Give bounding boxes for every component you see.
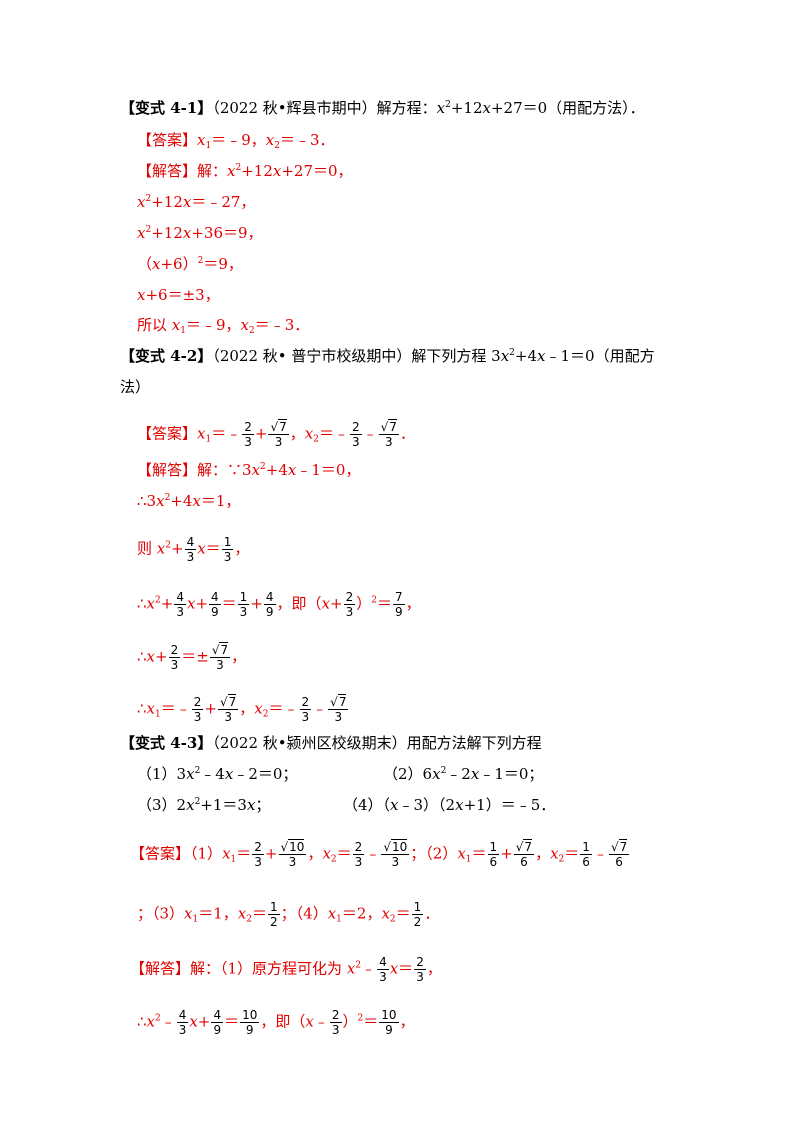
q41-solution-line-5: x+6＝±3， bbox=[137, 286, 220, 304]
q42-solution-line-5: ∴x+ 2 3 ＝± √7 3， bbox=[137, 642, 247, 672]
q42-tag: 【变式 4-2】 bbox=[120, 347, 213, 365]
q42-answer: 【答案】x1＝﹣ 2 3 + √7 3 ，x2＝﹣ 2 3 ﹣ √7 3 ． bbox=[137, 419, 415, 449]
q42-solution-line-1: 【解答】解：∵3x2+4x﹣1＝0， bbox=[137, 461, 361, 479]
q43-problem-4: （4）（x﹣3）（2x+1）＝﹣5． bbox=[343, 796, 556, 814]
q42-solution-line-2: ∴3x2+4x＝1， bbox=[137, 492, 241, 510]
q43-problem-1: （1）3x2﹣4x﹣2＝0； bbox=[137, 765, 298, 783]
q41-solution-line-1: 【解答】解：x2+12x+27＝0， bbox=[137, 162, 353, 180]
q41-solution-line-6: 所以 x1＝﹣9，x2＝﹣3． bbox=[137, 316, 310, 336]
q41-solution-line-4: （x+6）2＝9， bbox=[137, 255, 243, 273]
q41-heading: 【变式 4-1】（2022 秋•辉县市期中）解方程：x2+12x+27＝0（用配… bbox=[120, 99, 645, 117]
q43-tag: 【变式 4-3】 bbox=[120, 734, 213, 752]
q43-solution-line-1: 【解答】解：（1）原方程可化为 x2﹣ 4 3 x＝ 2 3， bbox=[130, 955, 442, 984]
q42-solution-line-6: ∴x1＝﹣ 2 3 + √7 3 ，x2＝﹣ 2 3 ﹣ √7 3 bbox=[137, 694, 349, 724]
q42-solution-line-4: ∴x2+ 4 3 x+ 4 9 ＝ 1 3 +4 9 ，即（x+ 2 3 ）2＝ 7 9， bbox=[137, 590, 421, 619]
q41-solution-line-3: x2+12x+36＝9， bbox=[137, 224, 263, 242]
q43-problem-3: （3）2x2+1＝3x； bbox=[137, 796, 271, 814]
q43-heading: 【变式 4-3】（2022 秋•颍州区校级期末）用配方法解下列方程 bbox=[120, 734, 542, 752]
q41-solution-line-2: x2+12x＝﹣27， bbox=[137, 193, 256, 211]
q43-problem-2: （2）6x2﹣2x﹣1＝0； bbox=[383, 765, 544, 783]
q43-answer-line-1: 【答案】（1）x1＝ 2 3 + √10 3 ，x2＝ 2 3 ﹣ √10 3 ；（2）x1＝ 1 6 + √7… bbox=[130, 839, 630, 869]
q43-solution-line-2: ∴x2﹣ 4 3 x+ 4 9 ＝ 10 9 ，即（x﹣ 2 3 ）2＝ 10 9， bbox=[137, 1008, 415, 1037]
q42-heading: 【变式 4-2】（2022 秋• 普宁市校级期中）解下列方程 3x2+4x﹣1＝… bbox=[120, 347, 655, 365]
q42-solution-line-3: 则 x2+ 4 3 x＝ 1 3， bbox=[137, 535, 250, 564]
q43-answer-line-2: ；（3）x1＝1，x2＝ 1 2 ；（4）x1＝2，x2＝ 1 2 ． bbox=[137, 900, 440, 929]
q42-heading-cont: 法） bbox=[120, 378, 151, 396]
q41-tag: 【变式 4-1】 bbox=[120, 99, 213, 117]
q41-answer: 【答案】x1＝﹣9，x2＝﹣3． bbox=[137, 131, 335, 151]
